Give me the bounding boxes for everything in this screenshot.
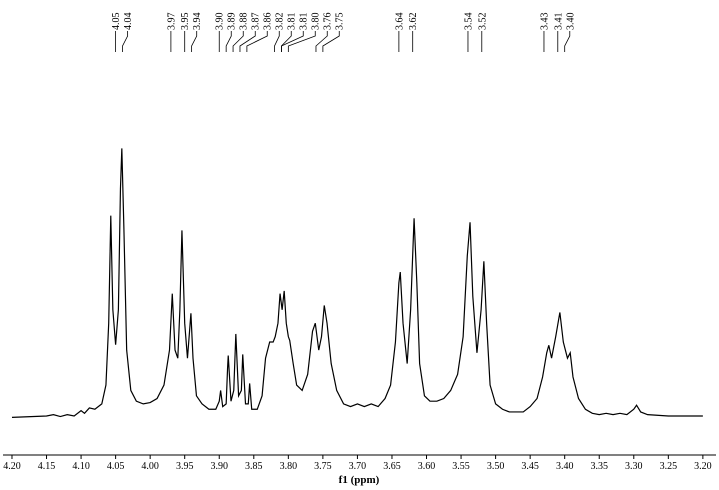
- peak-label: 3.94: [192, 13, 203, 31]
- x-tick-label: 3.30: [625, 461, 643, 472]
- spectrum-line: [11, 148, 703, 418]
- x-tick-label: 4.00: [141, 461, 159, 472]
- x-tick-label: 4.15: [38, 461, 56, 472]
- peak-leader: [225, 31, 232, 52]
- x-tick-label: 3.35: [590, 461, 608, 472]
- peak-label: 3.75: [335, 13, 346, 31]
- peak-label: 3.89: [227, 13, 238, 31]
- x-tick-label: 3.65: [383, 461, 401, 472]
- peak-label: 3.88: [239, 13, 250, 31]
- peak-label: 3.80: [311, 13, 322, 31]
- peak-label: 3.54: [463, 13, 474, 31]
- x-tick-label: 3.50: [487, 461, 505, 472]
- x-tick-label: 3.25: [660, 461, 678, 472]
- peak-label: 3.81: [287, 13, 298, 31]
- peak-leader: [122, 31, 129, 52]
- peak-label: 3.90: [215, 13, 226, 31]
- peak-leader: [232, 31, 244, 52]
- peak-leader: [564, 31, 571, 52]
- x-tick-label: 3.90: [210, 461, 228, 472]
- peak-label: 3.81: [299, 13, 310, 31]
- peak-label: 3.97: [166, 13, 177, 31]
- x-tick-label: 3.40: [556, 461, 574, 472]
- peak-label: 3.52: [477, 13, 488, 31]
- x-tick-label: 4.10: [72, 461, 90, 472]
- peak-label: 3.87: [251, 13, 262, 31]
- peak-leader: [281, 31, 292, 52]
- x-tick-label: 3.55: [452, 461, 470, 472]
- peak-label: 4.04: [123, 13, 134, 31]
- peak-label: 3.40: [565, 13, 576, 31]
- peak-label: 3.86: [263, 13, 274, 31]
- x-tick-label: 4.20: [3, 461, 21, 472]
- peak-label: 3.62: [408, 13, 419, 31]
- peak-label: 3.95: [180, 13, 191, 31]
- peak-leader: [322, 31, 340, 52]
- peak-leader: [191, 31, 198, 52]
- x-tick-label: 3.85: [245, 461, 263, 472]
- x-tick-label: 3.20: [694, 461, 712, 472]
- peak-leader: [246, 31, 268, 52]
- peak-label: 3.76: [323, 13, 334, 31]
- peak-label: 3.41: [553, 13, 564, 31]
- peak-leader: [287, 31, 316, 52]
- x-tick-label: 3.60: [418, 461, 436, 472]
- x-axis-label: f1 (ppm): [339, 474, 380, 486]
- peak-label: 3.64: [394, 13, 405, 31]
- x-tick-label: 3.45: [521, 461, 539, 472]
- peak-label: 3.82: [275, 13, 286, 31]
- peak-label: 4.05: [111, 13, 122, 31]
- peak-leader: [239, 31, 256, 52]
- x-tick-label: 3.95: [176, 461, 194, 472]
- x-tick-label: 3.80: [280, 461, 298, 472]
- peak-leader: [281, 31, 304, 52]
- x-tick-label: 3.70: [349, 461, 367, 472]
- x-tick-label: 3.75: [314, 461, 332, 472]
- peak-label: 3.43: [539, 13, 550, 31]
- x-tick-label: 4.05: [107, 461, 125, 472]
- peak-leader: [274, 31, 280, 52]
- peak-leader: [315, 31, 328, 52]
